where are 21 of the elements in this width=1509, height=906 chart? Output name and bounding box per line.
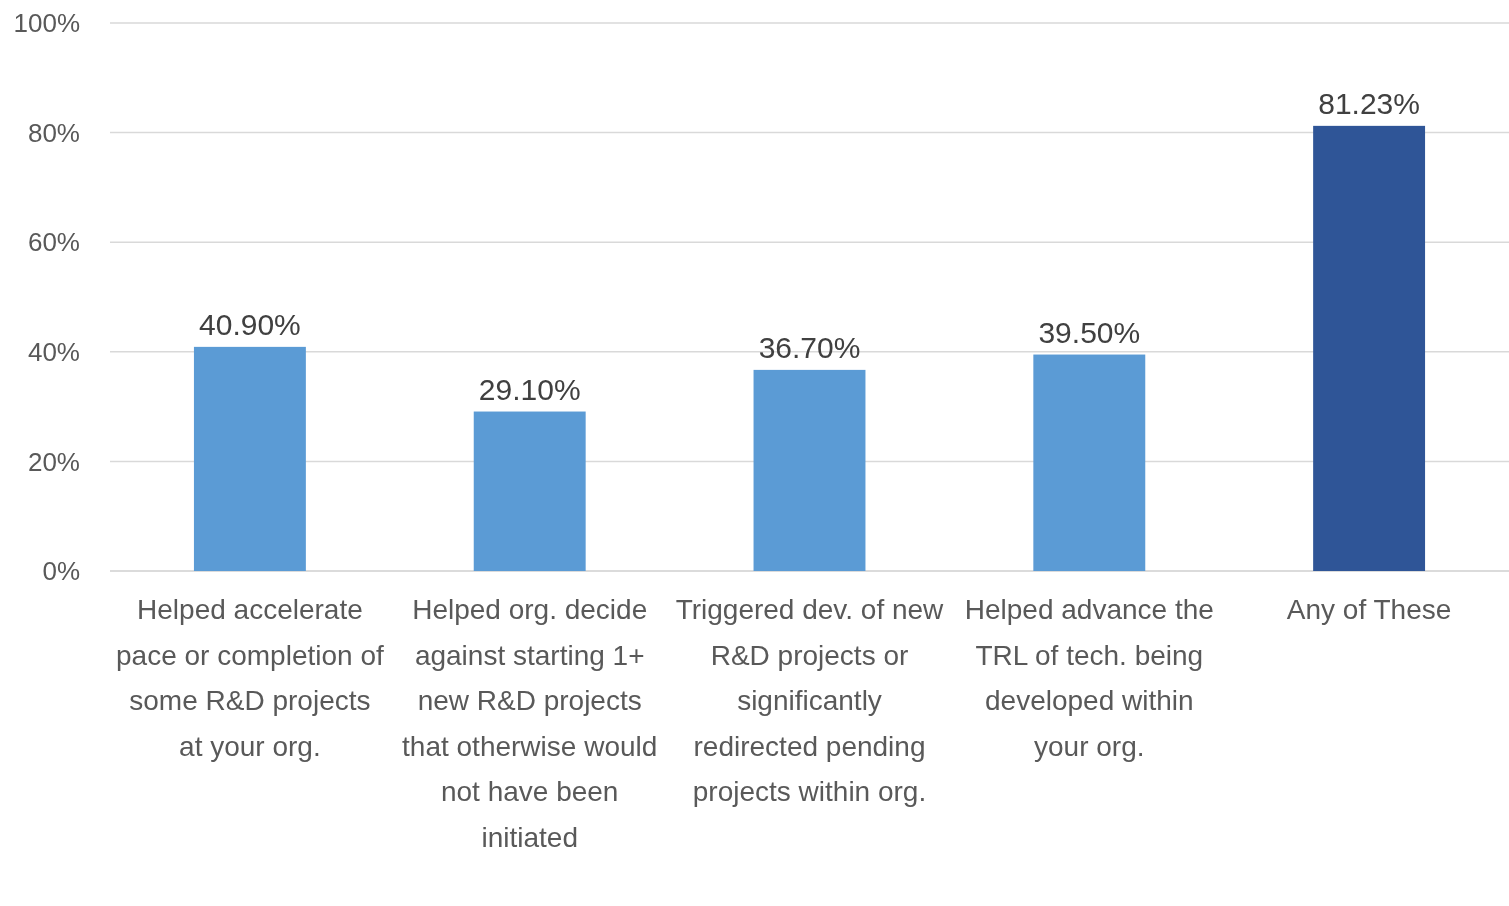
data-label: 36.70%: [758, 330, 861, 364]
y-tick-label: 60%: [27, 227, 80, 258]
y-tick-label: 0%: [42, 556, 80, 587]
bar: [473, 411, 586, 571]
data-label: 39.50%: [1038, 315, 1141, 349]
x-tick-label: Any of These: [1286, 594, 1452, 625]
y-tick-label: 20%: [27, 446, 80, 477]
bar: [753, 369, 866, 571]
x-tick-label: Helped org. decide against starting 1+ new R&D projects that otherwise would not have been initiated: [402, 594, 658, 853]
x-tick-label: Helped accelerate pace or completion of some R&D projects at your org.: [116, 594, 384, 762]
y-tick-label: 80%: [27, 117, 80, 148]
bar: [1313, 125, 1426, 571]
data-label: 40.90%: [199, 307, 301, 341]
x-tick-label: Helped advance the TRL of tech. being developed within your org.: [964, 594, 1214, 762]
bar: [193, 346, 306, 571]
x-tick-label: Triggered dev. of new R&D projects or significantly redirected pending projects within org.: [675, 594, 945, 807]
bar: [1033, 354, 1146, 571]
y-tick-label: 100%: [13, 8, 80, 39]
data-label: 81.23%: [1318, 86, 1420, 120]
data-label: 29.10%: [478, 372, 581, 406]
y-tick-label: 40%: [27, 336, 80, 367]
